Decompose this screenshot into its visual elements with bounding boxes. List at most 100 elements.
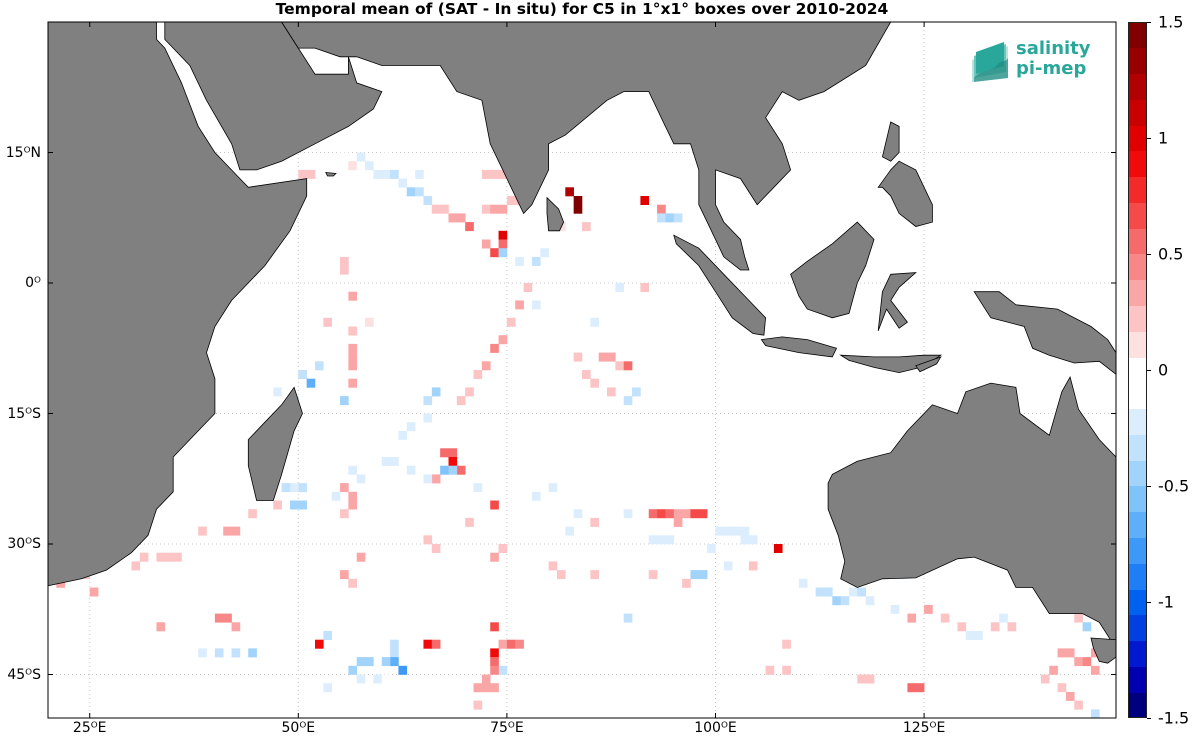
data-cell xyxy=(682,222,691,232)
data-cell xyxy=(1040,674,1050,684)
data-cell xyxy=(248,509,257,519)
data-cell xyxy=(690,509,700,519)
colorbar-tick xyxy=(1147,718,1151,719)
data-cell xyxy=(573,352,583,362)
data-cell xyxy=(306,169,316,179)
data-cell xyxy=(849,587,858,597)
data-cell xyxy=(1090,665,1100,675)
colorbar-step xyxy=(1128,486,1147,513)
data-cell xyxy=(565,526,574,536)
data-cell xyxy=(440,204,449,214)
data-cell xyxy=(298,370,307,379)
data-cell xyxy=(607,352,616,362)
colorbar-tick xyxy=(1147,370,1151,371)
data-cell xyxy=(782,639,791,649)
data-cell xyxy=(665,535,675,545)
data-cell xyxy=(515,300,524,310)
data-cell xyxy=(698,570,708,580)
land-madagascar xyxy=(247,386,303,501)
data-cell xyxy=(773,544,783,553)
data-cell xyxy=(356,657,366,667)
land-philippines xyxy=(877,160,933,227)
land-timor xyxy=(915,356,942,373)
data-cell xyxy=(498,230,508,240)
colorbar-label: -1.5 xyxy=(1158,708,1190,728)
data-cell xyxy=(1065,648,1075,658)
data-cell xyxy=(456,396,466,406)
data-cell xyxy=(381,152,391,162)
data-cell xyxy=(590,317,599,327)
data-cell xyxy=(1049,665,1058,675)
data-cell xyxy=(498,204,508,214)
data-cell xyxy=(365,161,374,171)
lon-label: 100ᴼE xyxy=(694,720,737,736)
data-cell xyxy=(173,552,182,562)
data-cell xyxy=(506,196,516,205)
colorbar-step xyxy=(1128,382,1147,410)
data-cell xyxy=(431,639,441,649)
lon-label: 75ᴼE xyxy=(490,720,524,736)
colorbar-frame xyxy=(1128,22,1147,718)
data-cell xyxy=(1007,622,1017,632)
data-cell xyxy=(356,152,366,162)
data-cell xyxy=(348,326,358,336)
data-cell xyxy=(398,665,408,675)
data-cell xyxy=(306,378,316,388)
data-cell xyxy=(648,570,658,580)
data-cell xyxy=(907,613,917,623)
data-cell xyxy=(823,587,833,597)
land-sumatra xyxy=(673,234,767,336)
data-cell xyxy=(665,509,675,519)
data-cell xyxy=(348,361,358,371)
data-cell xyxy=(573,509,583,519)
land-australia xyxy=(827,375,1117,650)
data-cell xyxy=(473,700,483,710)
data-cell xyxy=(214,613,224,623)
data-cell xyxy=(490,622,499,632)
colorbar-step xyxy=(1128,434,1147,461)
colorbar-step xyxy=(1128,563,1147,590)
data-cell xyxy=(156,552,166,562)
data-cell xyxy=(481,361,491,371)
data-cell xyxy=(423,413,433,423)
data-cell xyxy=(673,517,683,527)
data-cell xyxy=(582,222,591,232)
data-cell xyxy=(348,491,358,501)
data-cell xyxy=(315,361,324,371)
data-cell xyxy=(974,631,983,640)
data-cell xyxy=(640,196,650,205)
data-cell xyxy=(456,213,466,223)
data-cell xyxy=(323,631,332,640)
chart-title: Temporal mean of (SAT - In situ) for C5 … xyxy=(275,0,889,18)
colorbar-label: -0.5 xyxy=(1158,476,1190,496)
colorbar-step xyxy=(1128,99,1147,126)
data-cell xyxy=(365,457,374,466)
data-cell xyxy=(707,544,716,553)
data-cell xyxy=(498,239,508,249)
logo-text-salinity: salinity xyxy=(1016,38,1091,59)
data-cell xyxy=(598,352,608,362)
data-cell xyxy=(198,648,207,658)
data-cell xyxy=(490,665,499,675)
lat-label: 15ᴼS xyxy=(7,405,41,422)
data-cell xyxy=(481,683,491,693)
data-cell xyxy=(406,422,416,432)
data-cell xyxy=(423,474,433,484)
data-cell xyxy=(214,648,224,658)
lat-label: 30ᴼS xyxy=(7,536,41,552)
data-cell xyxy=(548,309,558,319)
data-cell xyxy=(782,665,791,675)
plot-border xyxy=(47,21,1117,719)
data-cell xyxy=(857,674,866,684)
data-cell xyxy=(498,169,508,179)
colorbar-label: 0.5 xyxy=(1158,244,1184,264)
data-cell xyxy=(657,535,666,545)
data-cell xyxy=(498,665,508,675)
colorbar-tick xyxy=(1147,254,1151,255)
data-cell xyxy=(531,300,541,310)
data-cell xyxy=(607,387,616,397)
colorbar-step xyxy=(1128,22,1147,49)
data-cell xyxy=(590,378,599,388)
data-cell xyxy=(732,526,741,536)
